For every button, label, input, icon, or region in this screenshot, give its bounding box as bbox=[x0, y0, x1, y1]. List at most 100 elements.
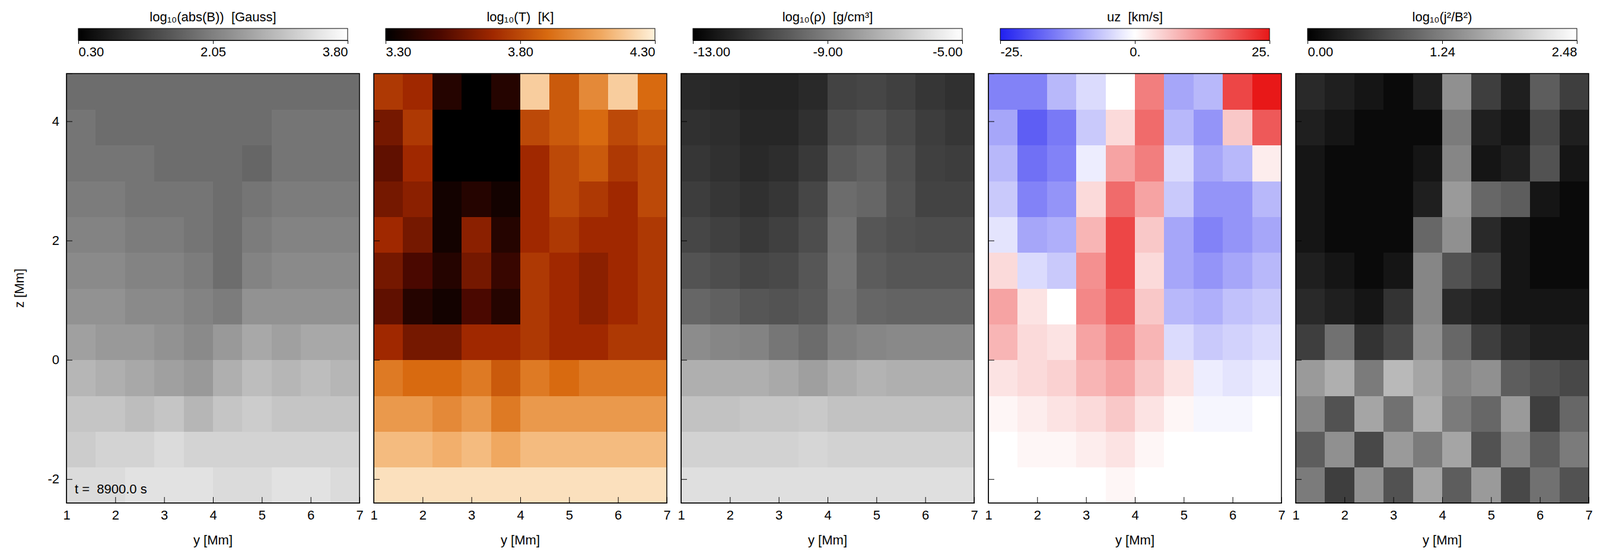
cell bbox=[1559, 73, 1589, 110]
cell bbox=[886, 73, 916, 110]
cell bbox=[432, 360, 463, 397]
cell bbox=[1193, 216, 1224, 253]
cell bbox=[95, 395, 126, 432]
cell bbox=[1354, 216, 1385, 253]
cell bbox=[1295, 73, 1326, 110]
cell bbox=[988, 395, 1019, 432]
cell bbox=[1134, 467, 1165, 504]
cell bbox=[637, 323, 667, 361]
cell bbox=[710, 467, 740, 504]
y-tick-mark bbox=[66, 240, 73, 242]
cell bbox=[1354, 252, 1385, 289]
cell bbox=[681, 216, 711, 253]
cell bbox=[1252, 395, 1282, 432]
cell bbox=[300, 323, 331, 361]
cell bbox=[856, 288, 887, 325]
x-tick-label: 2 bbox=[1034, 507, 1042, 523]
cell bbox=[1047, 288, 1077, 325]
cell bbox=[1442, 360, 1472, 397]
y-tick bbox=[988, 240, 995, 242]
colorbar-tick: 4.30 bbox=[630, 40, 656, 60]
x-tick: 4 bbox=[824, 497, 832, 523]
cell bbox=[886, 467, 916, 504]
cell bbox=[1471, 252, 1501, 289]
y-axis bbox=[988, 74, 995, 504]
cell bbox=[827, 73, 858, 110]
x-axis: 1234567 bbox=[677, 497, 978, 523]
cell bbox=[271, 252, 302, 289]
cell bbox=[1324, 145, 1355, 182]
y-tick bbox=[373, 479, 380, 480]
cell bbox=[1442, 288, 1472, 325]
cell bbox=[608, 252, 638, 289]
cell bbox=[271, 180, 302, 218]
y-tick-mark bbox=[1295, 479, 1302, 480]
cell bbox=[637, 288, 667, 325]
cell bbox=[1134, 145, 1165, 182]
cell bbox=[212, 288, 243, 325]
cell bbox=[1047, 360, 1077, 397]
cell bbox=[1529, 360, 1560, 397]
axis-line bbox=[374, 497, 668, 504]
x-tick: 6 bbox=[1229, 497, 1237, 523]
cell bbox=[66, 360, 97, 397]
cell bbox=[945, 323, 975, 361]
plot-frame bbox=[66, 73, 360, 504]
cell bbox=[1105, 252, 1136, 289]
panel-title: log₁₀(abs(B)) [Gauss] bbox=[149, 9, 276, 25]
cell bbox=[125, 145, 155, 182]
colorbar-gradient bbox=[1307, 28, 1577, 41]
cell bbox=[637, 109, 667, 146]
cell bbox=[1413, 216, 1443, 253]
x-tick-mark bbox=[1442, 497, 1443, 504]
cell bbox=[1383, 180, 1414, 218]
cell bbox=[402, 109, 433, 146]
cell bbox=[154, 109, 184, 146]
cell bbox=[549, 431, 580, 468]
cell bbox=[549, 180, 580, 218]
cell bbox=[212, 180, 243, 218]
cell bbox=[988, 145, 1019, 182]
cell bbox=[1354, 323, 1385, 361]
x-tick-label: 6 bbox=[1229, 507, 1237, 523]
cell bbox=[1383, 73, 1414, 110]
x-tick-mark bbox=[1037, 497, 1038, 504]
colorbar-tick-label: -25. bbox=[1000, 44, 1024, 60]
cell bbox=[183, 288, 214, 325]
x-axis-title: y [Mm] bbox=[500, 532, 540, 548]
cell bbox=[154, 467, 184, 504]
cell bbox=[1559, 288, 1589, 325]
cell bbox=[1559, 360, 1589, 397]
cell bbox=[710, 145, 740, 182]
colorbar-tick-mark bbox=[827, 40, 829, 44]
cell bbox=[95, 145, 126, 182]
cell bbox=[402, 431, 433, 468]
cell bbox=[710, 216, 740, 253]
y-tick bbox=[988, 360, 995, 361]
x-tick-label: 7 bbox=[1585, 507, 1593, 523]
cell bbox=[1500, 323, 1531, 361]
cell bbox=[432, 323, 463, 361]
cell bbox=[637, 431, 667, 468]
cell bbox=[681, 180, 711, 218]
cell bbox=[300, 431, 331, 468]
y-tick-mark bbox=[988, 479, 995, 480]
panel-title: log₁₀(T) [K] bbox=[486, 9, 554, 25]
cell bbox=[1252, 252, 1282, 289]
cell bbox=[798, 109, 829, 146]
cell bbox=[271, 360, 302, 397]
cell bbox=[1163, 73, 1194, 110]
cell bbox=[1413, 109, 1443, 146]
cell bbox=[768, 216, 799, 253]
cell bbox=[1105, 360, 1136, 397]
cell bbox=[402, 252, 433, 289]
cell bbox=[710, 180, 740, 218]
cell bbox=[1076, 216, 1106, 253]
cell bbox=[1413, 431, 1443, 468]
cell bbox=[1413, 252, 1443, 289]
cell bbox=[1324, 109, 1355, 146]
cell bbox=[1559, 395, 1589, 432]
cell bbox=[886, 288, 916, 325]
cell bbox=[520, 395, 550, 432]
cell bbox=[212, 360, 243, 397]
